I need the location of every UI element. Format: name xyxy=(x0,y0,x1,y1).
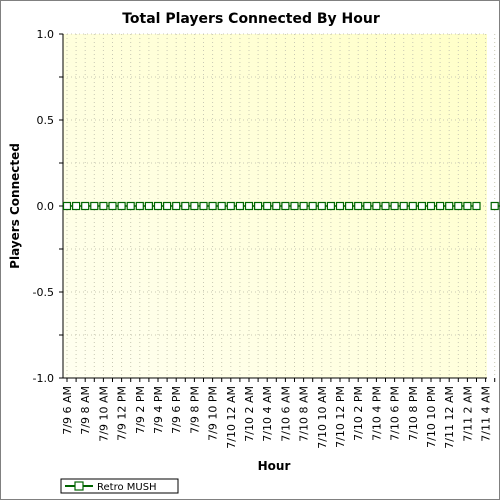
x-tick-label: 7/10 10 AM xyxy=(316,386,329,449)
x-tick-label: 7/10 12 AM xyxy=(225,386,238,449)
data-point xyxy=(391,203,398,210)
y-tick-label: -1.0 xyxy=(33,372,54,385)
data-point xyxy=(373,203,380,210)
legend: Retro MUSH xyxy=(61,479,178,493)
data-point xyxy=(464,203,471,210)
data-point xyxy=(145,203,152,210)
x-tick-label: 7/10 8 PM xyxy=(407,386,420,441)
chart-title: Total Players Connected By Hour xyxy=(122,11,380,27)
data-point xyxy=(100,203,107,210)
data-point xyxy=(437,203,444,210)
x-tick-label: 7/9 10 AM xyxy=(97,386,110,442)
data-point xyxy=(355,203,362,210)
data-point xyxy=(473,203,480,210)
data-point xyxy=(91,203,98,210)
data-point xyxy=(246,203,253,210)
data-point xyxy=(282,203,289,210)
x-tick-label: 7/10 8 AM xyxy=(298,386,311,442)
legend-label: Retro MUSH xyxy=(97,482,157,493)
x-tick-label: 7/9 8 AM xyxy=(79,386,92,435)
data-point xyxy=(109,203,116,210)
data-point xyxy=(191,203,198,210)
data-point xyxy=(446,203,453,210)
data-point xyxy=(264,203,271,210)
x-axis-ticks: 7/9 6 AM 7/9 8 AM 7/9 10 AM 7/9 12 PM 7/9 2 … xyxy=(61,378,500,449)
x-tick-label: 7/9 2 PM xyxy=(134,386,147,434)
x-axis-label: Hour xyxy=(258,459,291,473)
data-point xyxy=(182,203,189,210)
data-point xyxy=(455,203,462,210)
data-point xyxy=(127,203,134,210)
data-point xyxy=(227,203,234,210)
x-tick-label: 7/9 6 AM xyxy=(61,386,74,435)
x-tick-label: 7/10 6 AM xyxy=(279,386,292,442)
data-point xyxy=(82,203,89,210)
data-point xyxy=(73,203,80,210)
data-point xyxy=(64,203,71,210)
y-axis-ticks: 1.0 0.5 0.0 -0.5 -1.0 xyxy=(33,28,63,385)
y-tick-label: -0.5 xyxy=(33,286,54,299)
data-point xyxy=(155,203,162,210)
data-point xyxy=(428,203,435,210)
data-point xyxy=(346,203,353,210)
x-tick-label: 7/11 4 AM xyxy=(480,386,493,442)
data-point xyxy=(400,203,407,210)
data-point xyxy=(300,203,307,210)
x-tick-label: 7/9 6 PM xyxy=(170,386,183,434)
data-point xyxy=(318,203,325,210)
data-point xyxy=(327,203,334,210)
data-point xyxy=(236,203,243,210)
data-point xyxy=(364,203,371,210)
x-tick-label: 7/9 12 PM xyxy=(116,386,129,441)
x-tick-label: 7/10 4 PM xyxy=(370,386,383,441)
y-tick-label: 0.0 xyxy=(37,200,55,213)
series-group xyxy=(64,203,500,210)
data-point xyxy=(164,203,171,210)
x-tick-label: 7/10 4 AM xyxy=(261,386,274,442)
data-point xyxy=(337,203,344,210)
x-tick-label: 7/10 10 PM xyxy=(425,386,438,448)
data-point xyxy=(273,203,280,210)
data-point xyxy=(382,203,389,210)
data-point xyxy=(255,203,262,210)
data-point xyxy=(200,203,207,210)
data-point xyxy=(218,203,225,210)
data-point xyxy=(409,203,416,210)
x-tick-label: 7/10 6 PM xyxy=(389,386,402,441)
x-tick-label: 7/11 2 AM xyxy=(461,386,474,442)
data-point xyxy=(118,203,125,210)
y-tick-label: 0.5 xyxy=(37,114,55,127)
data-point xyxy=(309,203,316,210)
x-tick-label: 7/10 2 PM xyxy=(352,386,365,441)
data-point xyxy=(418,203,425,210)
x-tick-label: 7/10 2 AM xyxy=(243,386,256,442)
x-tick-label: 7/9 10 PM xyxy=(207,386,220,441)
data-point xyxy=(136,203,143,210)
x-tick-label: 7/9 4 PM xyxy=(152,386,165,434)
legend-marker-swatch xyxy=(75,482,83,490)
y-tick-label: 1.0 xyxy=(37,28,55,41)
x-tick-label: 7/9 8 PM xyxy=(188,386,201,434)
data-point xyxy=(491,203,498,210)
x-tick-label: 7/10 12 PM xyxy=(334,386,347,448)
data-point xyxy=(291,203,298,210)
data-point xyxy=(209,203,216,210)
x-tick-label: 7/11 12 AM xyxy=(443,386,456,449)
data-point xyxy=(173,203,180,210)
y-axis-label: Players Connected xyxy=(8,143,22,269)
